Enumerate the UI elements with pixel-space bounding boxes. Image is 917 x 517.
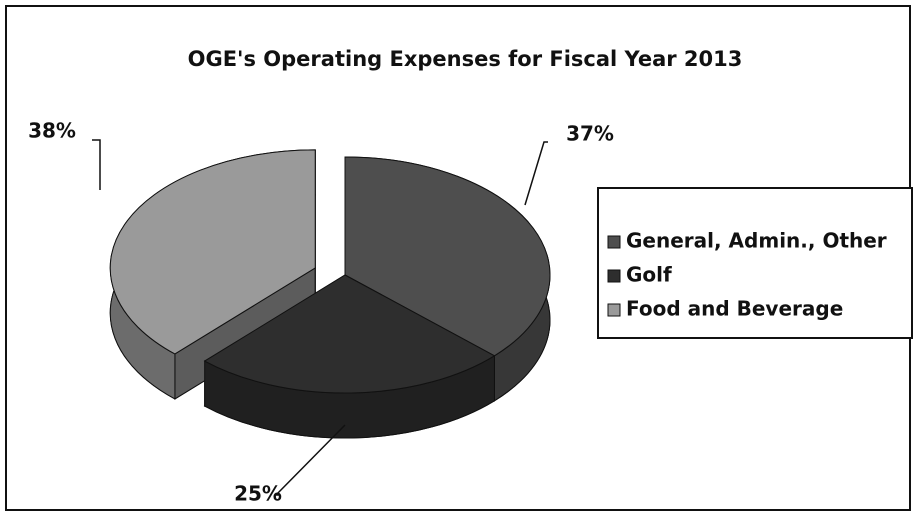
legend-swatch bbox=[607, 235, 621, 249]
legend-label: Golf bbox=[626, 263, 672, 287]
leader-line bbox=[92, 139, 101, 190]
pie-slice bbox=[344, 156, 551, 357]
legend-swatch bbox=[607, 303, 621, 317]
legend-label: Food and Beverage bbox=[626, 297, 843, 321]
data-label: 38% bbox=[28, 119, 76, 143]
chart-title: OGE's Operating Expenses for Fiscal Year… bbox=[188, 47, 743, 71]
legend-box bbox=[597, 187, 913, 339]
data-label: 25% bbox=[234, 482, 282, 506]
pie-slice bbox=[109, 149, 316, 355]
leader-line bbox=[274, 424, 346, 496]
leader-line bbox=[524, 141, 548, 206]
legend-label: General, Admin., Other bbox=[626, 229, 887, 253]
legend-swatch bbox=[607, 269, 621, 283]
data-label: 37% bbox=[566, 122, 614, 146]
pie-slice bbox=[203, 274, 496, 394]
